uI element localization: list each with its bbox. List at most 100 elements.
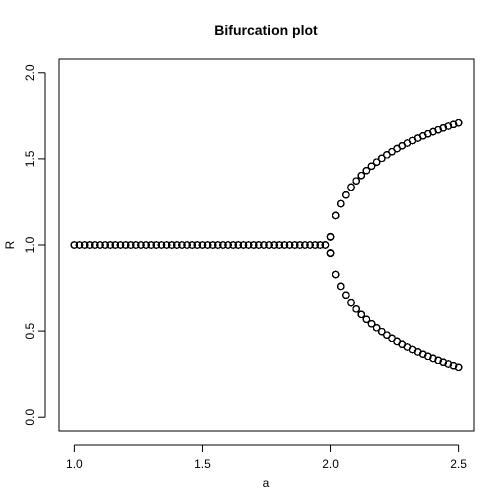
data-point xyxy=(316,241,324,249)
x-tick-label: 2.5 xyxy=(450,457,467,471)
data-point xyxy=(91,241,99,249)
data-point xyxy=(86,241,94,249)
data-point xyxy=(219,241,227,249)
data-point xyxy=(419,132,427,140)
plot-frame xyxy=(58,58,475,432)
data-point xyxy=(106,241,114,249)
data-point xyxy=(260,241,268,249)
data-point xyxy=(434,356,442,365)
data-point xyxy=(234,241,242,249)
data-point xyxy=(449,362,458,370)
data-point xyxy=(347,298,355,307)
data-point xyxy=(280,241,289,249)
data-point xyxy=(209,241,217,249)
data-point xyxy=(285,241,294,249)
data-point xyxy=(362,167,371,175)
y-tick-label: 0.0 xyxy=(23,409,37,426)
data-point xyxy=(101,241,109,249)
data-point xyxy=(372,158,381,166)
data-point xyxy=(429,127,437,136)
data-point xyxy=(367,162,376,170)
data-point xyxy=(352,177,360,185)
y-axis-label: R xyxy=(3,240,17,249)
data-point xyxy=(383,331,391,339)
data-point xyxy=(352,305,360,313)
data-point xyxy=(214,241,222,249)
data-point xyxy=(96,241,104,249)
y-tick-label: 2.0 xyxy=(23,64,37,81)
data-point xyxy=(439,358,447,366)
data-point xyxy=(250,241,258,249)
data-point xyxy=(444,360,453,368)
data-point xyxy=(424,352,432,361)
data-point xyxy=(162,241,171,249)
data-point xyxy=(337,199,345,208)
data-point xyxy=(178,241,186,249)
x-tick-label: 2.0 xyxy=(322,457,339,471)
data-point xyxy=(342,291,350,299)
data-point xyxy=(378,327,386,336)
data-point xyxy=(342,191,350,199)
data-point xyxy=(152,241,161,249)
y-tick-label: 0.5 xyxy=(23,322,37,339)
data-point xyxy=(116,241,125,249)
data-point xyxy=(157,241,166,249)
chart-title: Bifurcation plot xyxy=(214,22,318,38)
data-point xyxy=(255,241,263,249)
data-point xyxy=(270,241,278,249)
data-point xyxy=(383,151,391,159)
data-point xyxy=(80,241,89,249)
data-point xyxy=(357,310,365,318)
data-point xyxy=(454,119,463,127)
y-axis: 0.0 0.5 1.0 1.5 2.0 xyxy=(23,64,46,426)
data-point xyxy=(326,249,335,257)
y-tick-label: 1.0 xyxy=(23,236,37,253)
data-point xyxy=(193,241,201,249)
data-point xyxy=(444,122,453,130)
data-point xyxy=(275,241,283,249)
data-point xyxy=(203,241,212,249)
data-point xyxy=(326,233,335,241)
x-tick-label: 1.5 xyxy=(194,457,211,471)
x-tick-label: 1.0 xyxy=(66,457,83,471)
data-point xyxy=(173,241,181,249)
data-point xyxy=(244,241,253,249)
data-point xyxy=(75,241,84,249)
data-point xyxy=(332,270,340,279)
x-axis-label: a xyxy=(263,476,270,490)
data-point xyxy=(127,241,135,249)
data-point xyxy=(183,241,191,249)
data-point xyxy=(321,241,330,249)
data-point xyxy=(137,241,145,249)
data-point xyxy=(265,241,273,249)
data-point xyxy=(188,241,196,249)
data-point xyxy=(142,241,150,249)
data-point xyxy=(378,154,386,163)
data-point xyxy=(301,241,309,249)
data-point xyxy=(168,241,176,249)
data-point xyxy=(198,241,207,249)
data-point xyxy=(121,241,130,249)
data-point xyxy=(337,282,345,291)
data-point xyxy=(147,241,155,249)
data-point xyxy=(332,211,340,220)
data-point xyxy=(454,363,463,371)
data-point xyxy=(70,241,79,249)
data-point xyxy=(439,124,447,132)
data-point xyxy=(362,315,371,323)
data-point xyxy=(347,183,355,192)
data-point xyxy=(291,241,299,249)
y-tick-label: 1.5 xyxy=(23,150,37,167)
x-axis: 1.0 1.5 2.0 2.5 xyxy=(66,444,467,471)
data-point xyxy=(429,354,437,363)
data-point xyxy=(111,241,120,249)
data-point xyxy=(419,350,427,358)
data-point xyxy=(296,241,304,249)
data-point xyxy=(357,171,365,180)
data-point xyxy=(367,320,376,328)
data-point xyxy=(132,241,140,249)
data-point xyxy=(311,241,319,249)
data-point xyxy=(224,241,232,249)
data-point xyxy=(372,324,381,332)
